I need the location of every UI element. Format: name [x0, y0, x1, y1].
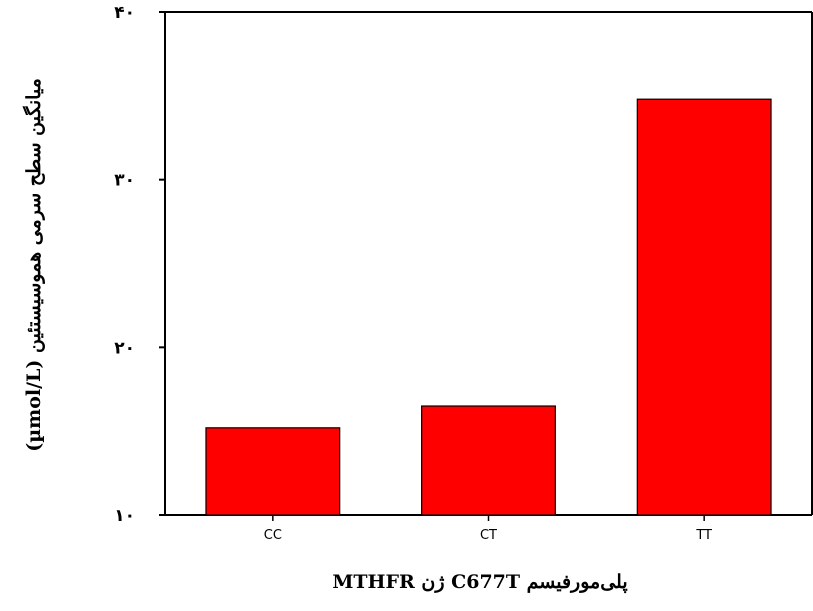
x-axis-ticks: CC CT TT: [264, 515, 712, 543]
y-tick-label: ۲۰: [114, 338, 135, 358]
x-axis-title: پلی‌مورفیسم C677T ژن MTHFR: [332, 571, 627, 593]
bar-ct: [421, 405, 556, 516]
y-tick-label: ۳۰: [114, 171, 135, 191]
y-tick-label: ۱۰: [114, 506, 135, 526]
bar-cc: [205, 427, 341, 516]
x-tick-label: TT: [695, 528, 712, 543]
y-axis-ticks: ۱۰ ۲۰ ۳۰ ۴۰: [114, 3, 165, 526]
bar-tt: [636, 98, 772, 516]
bars-group: [205, 98, 772, 516]
y-tick-label: ۴۰: [114, 3, 135, 23]
y-axis-title: میانگین سطح سرمی هموسیستئین (µmol/L): [22, 78, 45, 452]
x-tick-label: CC: [264, 528, 282, 543]
x-tick-label: CT: [480, 528, 497, 543]
